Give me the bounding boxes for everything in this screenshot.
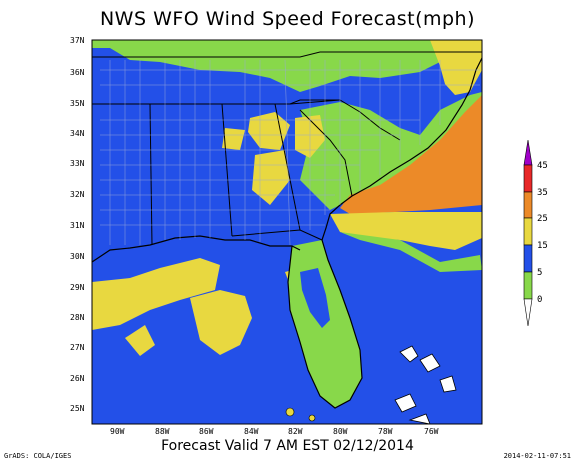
lat-label: 31N [70, 221, 85, 230]
wind-zone-yellow-inland-1 [248, 112, 290, 150]
chart-title: NWS WFO Wind Speed Forecast(mph) [99, 8, 476, 30]
wind-zone-yellow-gulf-west [92, 258, 220, 330]
lon-label: 80W [333, 427, 348, 436]
wind-zone-green-offshore [340, 232, 482, 272]
colorbar-label: 45 [537, 161, 548, 171]
wind-zone-yellow-gulf-east [190, 290, 252, 355]
florida-inner-blue [300, 268, 330, 328]
colorbar-segment-0-5 [523, 271, 533, 300]
wind-zone-yellow-gulfstream [330, 212, 482, 250]
lat-label: 36N [70, 68, 85, 77]
lat-label: 35N [70, 99, 85, 108]
lon-label: 82W [288, 427, 303, 436]
colorbar: 45 35 25 15 5 0 [523, 139, 548, 327]
wind-zone-orange-atlantic [340, 95, 482, 214]
wind-zone-yellow-nc [430, 40, 482, 95]
wind-zone-yellow-inland-3 [252, 150, 290, 205]
map-plot-area [92, 40, 482, 424]
bahamas-islands [394, 345, 457, 424]
colorbar-label: 25 [537, 214, 548, 224]
lat-label: 30N [70, 252, 85, 261]
wind-zone-yellow-inland-4 [222, 128, 245, 150]
longitude-labels: 90W 88W 86W 84W 82W 80W 78W 76W [110, 427, 439, 436]
lon-label: 86W [199, 427, 214, 436]
grads-credit: GrADS: COLA/IGES [4, 452, 72, 460]
colorbar-label: 15 [537, 241, 548, 251]
colorbar-label: 35 [537, 188, 548, 198]
wind-zone-yellow-gulf-sw [125, 325, 155, 356]
colorbar-segment-5-15 [523, 244, 533, 273]
forecast-valid-label: Forecast Valid 7 AM EST 02/12/2014 [161, 438, 414, 454]
lon-label: 90W [110, 427, 125, 436]
lat-label: 26N [70, 374, 85, 383]
wind-zone-green-carolinas [300, 92, 482, 210]
colorbar-label: 0 [537, 295, 542, 305]
colorbar-segment-35-45 [523, 164, 533, 193]
county-lines [100, 59, 480, 246]
lat-label: 28N [70, 313, 85, 322]
lat-label: 29N [70, 283, 85, 292]
lat-label: 34N [70, 129, 85, 138]
colorbar-segment-15-25 [523, 217, 533, 246]
lon-label: 76W [424, 427, 439, 436]
lon-label: 88W [155, 427, 170, 436]
colorbar-label: 5 [537, 268, 542, 278]
colorbar-segment-25-35 [523, 191, 533, 219]
keys-islands [285, 407, 316, 422]
lat-label: 32N [70, 190, 85, 199]
latitude-labels: 37N 36N 35N 34N 33N 32N 31N 30N 29N 28N … [70, 36, 85, 413]
lat-label: 27N [70, 343, 85, 352]
lon-label: 78W [378, 427, 393, 436]
map-frame [91, 39, 483, 425]
lat-label: 33N [70, 159, 85, 168]
colorbar-top-arrow [523, 139, 533, 166]
generation-timestamp: 2014-02-11-07:51 [503, 452, 571, 460]
lat-label: 25N [70, 404, 85, 413]
colorbar-bottom-arrow [523, 298, 533, 327]
lat-label: 37N [70, 36, 85, 45]
gulf-coastline [92, 235, 301, 263]
lon-label: 84W [244, 427, 259, 436]
florida-coastline [287, 239, 363, 409]
wind-zone-green-north [92, 40, 482, 92]
atlantic-coastline [321, 57, 482, 241]
